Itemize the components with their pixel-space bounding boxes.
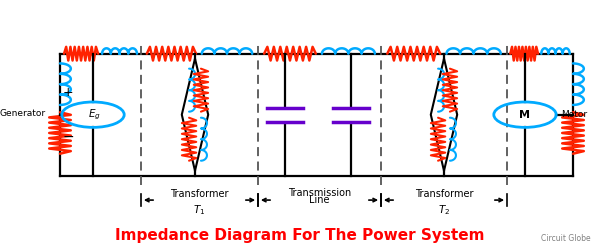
Text: +: +: [63, 86, 74, 99]
Text: Impedance Diagram For The Power System: Impedance Diagram For The Power System: [115, 228, 485, 243]
Text: Transformer: Transformer: [415, 189, 473, 199]
Text: M: M: [520, 110, 530, 120]
Text: Circuit Globe: Circuit Globe: [541, 234, 591, 243]
Text: $T_2$: $T_2$: [438, 203, 450, 217]
Text: Generator: Generator: [0, 109, 46, 118]
Text: $T_1$: $T_1$: [193, 203, 206, 217]
Text: Motor: Motor: [561, 110, 587, 119]
Text: Transformer: Transformer: [170, 189, 229, 199]
Text: $E_g$: $E_g$: [88, 107, 101, 122]
Text: Transmission: Transmission: [288, 188, 351, 198]
Text: Line: Line: [309, 195, 330, 205]
Text: −: −: [63, 130, 74, 144]
